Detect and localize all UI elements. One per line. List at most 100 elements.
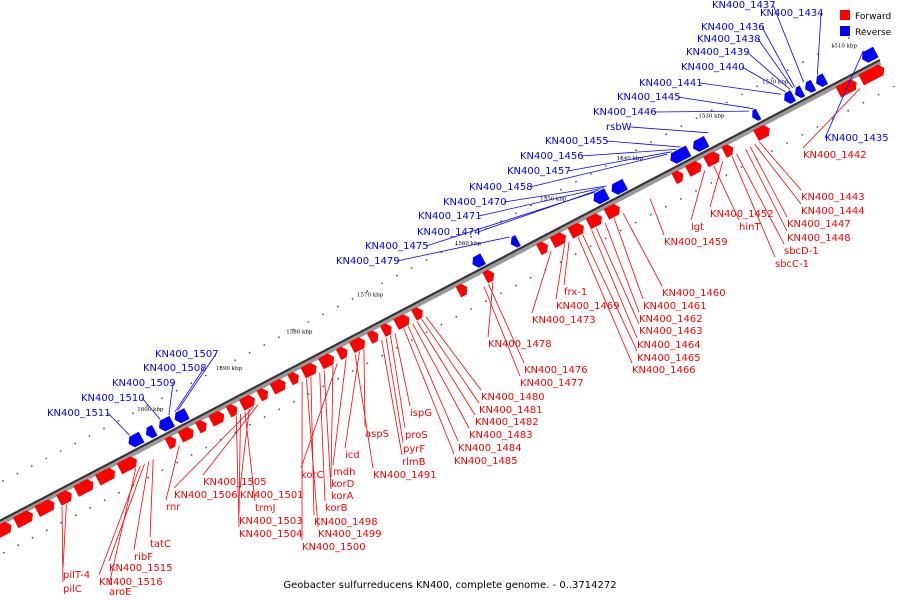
- ruler-dot: [440, 323, 443, 326]
- forward-label-leader: [487, 281, 494, 338]
- forward-gene-label: KN400_1504: [239, 529, 303, 540]
- ruler-dot: [322, 385, 325, 388]
- forward-label-leader: [239, 409, 250, 489]
- reverse-label-leader: [478, 187, 604, 217]
- ruler-dot: [45, 457, 48, 460]
- forward-gene-label: KN400_1515: [109, 563, 173, 574]
- reverse-label-leader: [503, 185, 607, 203]
- ruler-dot: [46, 529, 48, 532]
- reverse-gene: [816, 73, 829, 87]
- forward-gene-label: korC: [301, 470, 324, 481]
- ruler-dot: [560, 188, 562, 191]
- forward-label-leader: [108, 468, 137, 586]
- reverse-label-leader: [567, 151, 672, 172]
- reverse-gene-label: KN400_1456: [520, 151, 584, 162]
- forward-gene-label: KN400_1491: [373, 470, 437, 481]
- forward-gene-label: KN400_1481: [479, 405, 543, 416]
- forward-gene-label: KN400_1447: [787, 219, 851, 230]
- reverse-gene: [862, 46, 879, 63]
- ruler-dot: [381, 282, 383, 285]
- forward-label-leader: [394, 333, 411, 407]
- forward-gene-label: ribF: [134, 552, 153, 563]
- forward-gene-label: KN400_1506: [174, 490, 238, 501]
- forward-gene-label: KN400_1484: [458, 443, 522, 454]
- reverse-gene-label: KN400_1475: [365, 241, 429, 252]
- reverse-gene: [472, 253, 486, 268]
- ruler-dot: [103, 499, 106, 502]
- ruler-dot: [190, 382, 193, 384]
- ruler-dot: [832, 45, 835, 47]
- ruler-dot: [710, 109, 713, 112]
- ruler-dot: [530, 204, 532, 207]
- reverse-label-leader: [741, 66, 786, 93]
- ruler-dot: [725, 101, 728, 104]
- reverse-label-leader: [396, 236, 510, 262]
- minor-ticks: [2, 29, 895, 554]
- reverse-gene-label: KN400_1437: [712, 0, 776, 11]
- reverse-label-leader: [699, 82, 781, 95]
- reverse-label-leader: [529, 153, 668, 188]
- forward-gene-label: KN400_1448: [787, 233, 851, 244]
- ruler-dot: [293, 400, 295, 403]
- forward-label-leader: [108, 463, 145, 562]
- forward-gene-label: KN400_1464: [637, 340, 701, 351]
- ruler-dot: [59, 450, 62, 452]
- reverse-label-leader: [746, 51, 791, 90]
- reverse-gene-label: KN400_1474: [417, 227, 481, 238]
- forward-label-leader: [149, 459, 154, 538]
- forward-gene: [177, 426, 194, 443]
- ruler-dot: [847, 37, 850, 39]
- ruler-dot: [176, 461, 179, 464]
- reverse-gene-label: KN400_1446: [593, 107, 657, 118]
- ruler-dot: [366, 290, 369, 292]
- forward-gene: [721, 144, 734, 158]
- ruler-dot: [771, 77, 774, 80]
- ruler-dot: [118, 491, 120, 494]
- ruler-dot: [470, 308, 472, 310]
- reverse-gene-label: KN400_1471: [418, 211, 482, 222]
- ruler-dot: [263, 416, 266, 418]
- forward-label-leader: [555, 244, 565, 300]
- forward-gene: [287, 372, 299, 386]
- ruler-dot: [366, 362, 369, 365]
- reverse-gene-label: KN400_1509: [112, 378, 176, 389]
- ruler-dot: [710, 182, 713, 184]
- ruler-dot: [605, 165, 607, 167]
- forward-label-leader: [563, 241, 570, 286]
- reverse-gene: [693, 136, 710, 152]
- forward-gene-label: KN400_1503: [239, 516, 303, 527]
- ruler-dot: [351, 370, 354, 372]
- ruler-dot: [545, 196, 547, 199]
- ruler-dot: [2, 551, 5, 554]
- ruler-dot: [249, 423, 251, 426]
- forward-gene-label: korB: [325, 503, 348, 514]
- ruler-dot: [307, 393, 310, 395]
- forward-gene: [366, 330, 379, 344]
- reverse-gene: [510, 235, 521, 248]
- reverse-gene-label: KN400_1457: [507, 166, 571, 177]
- forward-gene-label: sbcD-1: [784, 246, 819, 257]
- ruler-dot: [88, 435, 91, 437]
- forward-gene: [685, 160, 702, 177]
- ruler-dot: [278, 336, 280, 339]
- ruler-dot: [695, 117, 698, 120]
- forward-label-leader: [421, 318, 480, 404]
- ruler-dot: [680, 125, 683, 128]
- forward-gene-label: KN400_1463: [639, 326, 703, 337]
- ruler-dot: [514, 284, 517, 287]
- forward-gene-label: rnr: [166, 502, 181, 513]
- forward-label-leader: [595, 227, 640, 325]
- forward-gene: [349, 337, 366, 354]
- reverse-gene: [670, 145, 692, 164]
- reverse-gene: [128, 431, 145, 448]
- ruler-dot: [292, 328, 295, 331]
- ruler-dot: [862, 101, 865, 104]
- forward-gene-label: KN400_1462: [639, 314, 703, 325]
- reverse-gene-label: KN400_1435: [825, 133, 889, 144]
- forward-gene-label: KN400_1478: [488, 339, 552, 350]
- forward-label-leader: [690, 170, 706, 221]
- ruler-dot: [74, 442, 76, 445]
- ruler-dot: [455, 315, 458, 318]
- forward-label-leader: [531, 251, 552, 314]
- forward-gene-label: korD: [331, 479, 355, 490]
